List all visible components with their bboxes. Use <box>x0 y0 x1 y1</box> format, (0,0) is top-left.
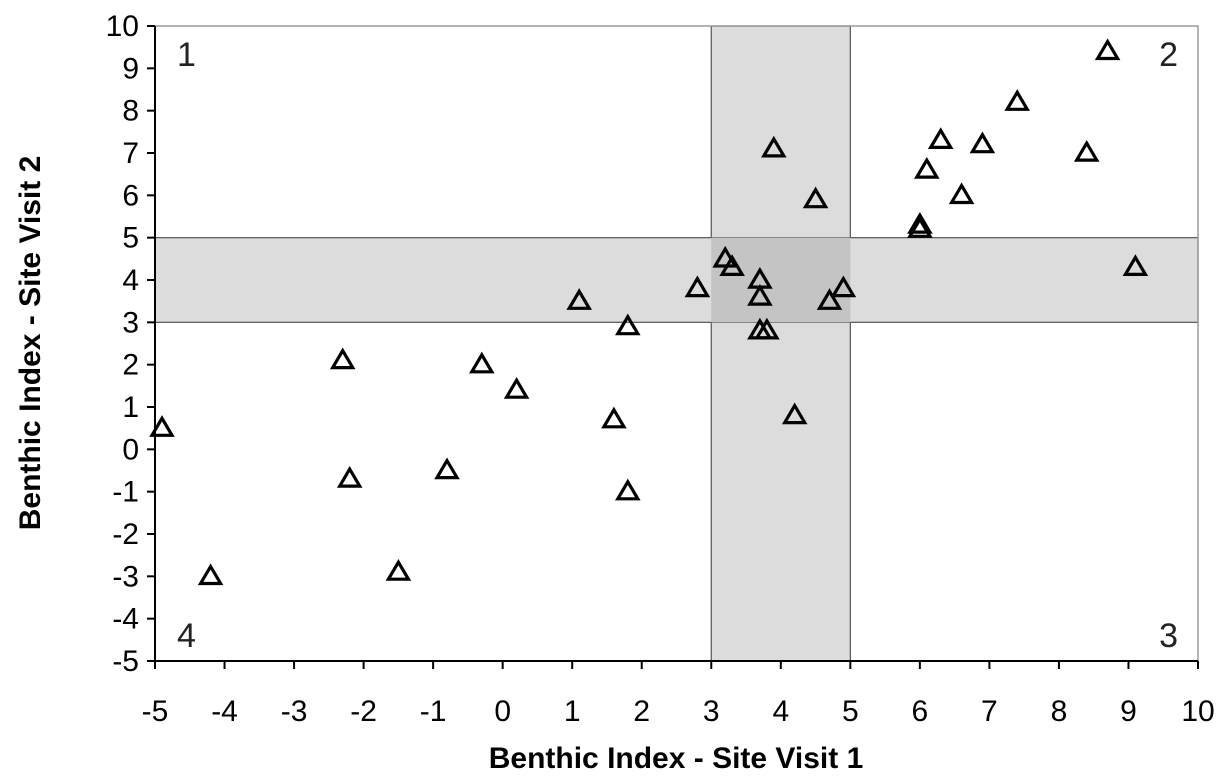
x-tick-label: 8 <box>1051 695 1068 728</box>
y-tick-label: 3 <box>122 306 139 339</box>
data-point <box>1004 89 1030 111</box>
y-tick-label: -4 <box>112 603 139 636</box>
data-point <box>601 406 627 429</box>
y-axis-ticks: -5 -4 -3 -2 -1 0 1 2 3 4 5 6 7 8 9 10 <box>106 10 155 678</box>
data-point <box>761 135 787 158</box>
data-point <box>566 288 592 310</box>
data-point <box>816 288 843 310</box>
data-point <box>907 211 933 234</box>
x-tick-label: -2 <box>350 695 377 728</box>
data-point <box>1094 38 1121 61</box>
data-point <box>781 402 808 425</box>
y-tick-label: 9 <box>122 52 139 85</box>
y-tick-label: -1 <box>112 476 139 509</box>
data-point <box>503 377 530 399</box>
data-point <box>684 275 711 298</box>
quadrant-label: 4 <box>177 617 196 655</box>
quadrant-label: 2 <box>1159 36 1178 74</box>
horizontal-band <box>154 237 1199 323</box>
x-tick-label: 6 <box>912 695 929 728</box>
y-tick-label: 7 <box>122 137 139 170</box>
data-point <box>802 186 829 209</box>
data-point <box>1122 254 1149 276</box>
y-tick-label: 4 <box>122 264 139 297</box>
x-tick-label: 10 <box>1181 695 1214 728</box>
data-point <box>830 275 857 298</box>
data-point <box>615 313 641 336</box>
x-axis-title: Benthic Index - Site Visit 1 <box>489 742 864 775</box>
x-tick-label: 4 <box>772 695 789 728</box>
x-tick-label: -1 <box>420 695 447 728</box>
x-tick-label: 3 <box>703 695 720 728</box>
x-axis-ticks: -5 -4 -3 -2 -1 0 1 2 3 4 5 6 7 8 9 10 <box>142 661 1215 728</box>
y-tick-label: -3 <box>112 560 139 593</box>
y-tick-label: 6 <box>122 179 139 212</box>
quadrant-label: 1 <box>177 36 196 74</box>
data-point <box>754 317 780 340</box>
y-tick-label: 0 <box>122 433 139 466</box>
data-point <box>747 283 773 306</box>
shaded-bands <box>154 25 1199 662</box>
x-tick-label: 2 <box>633 695 650 728</box>
y-tick-label: 5 <box>122 222 139 255</box>
data-point <box>615 478 641 501</box>
y-tick-label: 2 <box>122 349 139 382</box>
data-point <box>1073 139 1100 162</box>
quadrant-label: 3 <box>1159 617 1178 655</box>
y-axis-title: Benthic Index - Site Visit 2 <box>14 156 47 531</box>
quadrant-labels: 1 2 3 4 <box>177 36 1178 655</box>
x-tick-label: 1 <box>564 695 581 728</box>
x-tick-label: 9 <box>1120 695 1137 728</box>
data-point <box>969 131 996 154</box>
y-tick-label: -2 <box>112 518 139 551</box>
data-point <box>914 156 940 179</box>
data-point <box>149 415 175 437</box>
vertical-band <box>710 25 851 662</box>
data-point <box>469 351 495 374</box>
data-points <box>149 38 1149 586</box>
data-point <box>329 347 356 370</box>
x-tick-label: 5 <box>842 695 859 728</box>
data-point <box>197 563 224 586</box>
data-point <box>907 216 933 238</box>
y-tick-label: 1 <box>122 391 139 424</box>
y-tick-label: 8 <box>122 95 139 128</box>
data-point <box>434 457 460 480</box>
data-point <box>385 559 412 581</box>
data-point <box>927 127 954 149</box>
data-point <box>948 182 975 205</box>
y-tick-label: 10 <box>106 10 139 43</box>
x-tick-label: -5 <box>142 695 169 728</box>
y-tick-label: -5 <box>112 645 139 678</box>
x-tick-label: -3 <box>281 695 308 728</box>
x-tick-label: 0 <box>494 695 511 728</box>
x-tick-label: -4 <box>211 695 238 728</box>
data-point <box>719 254 745 276</box>
plot-area-frame <box>154 25 1199 662</box>
data-point <box>336 465 363 488</box>
x-tick-label: 7 <box>981 695 998 728</box>
